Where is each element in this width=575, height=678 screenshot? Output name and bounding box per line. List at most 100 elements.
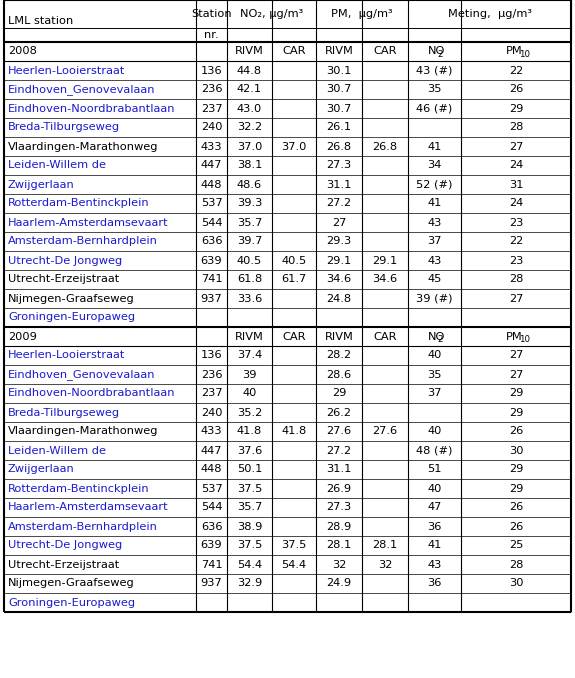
Text: 22: 22 xyxy=(509,237,523,247)
Text: 41: 41 xyxy=(427,199,442,209)
Text: 136: 136 xyxy=(201,66,223,75)
Text: Vlaardingen-Marathonweg: Vlaardingen-Marathonweg xyxy=(8,426,159,437)
Text: 26.8: 26.8 xyxy=(373,142,397,151)
Text: 30: 30 xyxy=(509,445,523,456)
Text: CAR: CAR xyxy=(282,332,306,342)
Text: RIVM: RIVM xyxy=(324,47,354,56)
Text: 37.4: 37.4 xyxy=(237,351,262,361)
Text: 39: 39 xyxy=(242,370,257,380)
Text: 37.6: 37.6 xyxy=(237,445,262,456)
Text: 27.3: 27.3 xyxy=(327,161,352,170)
Text: 35.2: 35.2 xyxy=(237,407,262,418)
Text: 43: 43 xyxy=(427,256,442,266)
Text: 448: 448 xyxy=(201,180,223,189)
Text: PM,  μg/m³: PM, μg/m³ xyxy=(331,9,393,19)
Text: 28: 28 xyxy=(509,559,523,570)
Text: 448: 448 xyxy=(201,464,223,475)
Text: Nijmegen-Graafseweg: Nijmegen-Graafseweg xyxy=(8,578,135,589)
Text: RIVM: RIVM xyxy=(324,332,354,342)
Text: 30.7: 30.7 xyxy=(327,104,352,113)
Text: 32: 32 xyxy=(378,559,392,570)
Text: 636: 636 xyxy=(201,237,223,247)
Text: 22: 22 xyxy=(509,66,523,75)
Text: 37.5: 37.5 xyxy=(281,540,306,551)
Text: Heerlen-Looierstraat: Heerlen-Looierstraat xyxy=(8,66,125,75)
Text: 33.6: 33.6 xyxy=(237,294,262,304)
Text: 537: 537 xyxy=(201,199,223,209)
Text: 30.1: 30.1 xyxy=(327,66,352,75)
Text: 50.1: 50.1 xyxy=(237,464,262,475)
Text: 28.9: 28.9 xyxy=(327,521,352,532)
Text: 42.1: 42.1 xyxy=(237,85,262,94)
Text: 34: 34 xyxy=(427,161,442,170)
Text: 639: 639 xyxy=(201,256,223,266)
Text: Zwijgerlaan: Zwijgerlaan xyxy=(8,464,75,475)
Text: 27.2: 27.2 xyxy=(327,445,351,456)
Text: 237: 237 xyxy=(201,104,223,113)
Text: 41: 41 xyxy=(427,142,442,151)
Text: 37.5: 37.5 xyxy=(237,540,262,551)
Text: 28.2: 28.2 xyxy=(327,351,351,361)
Text: 741: 741 xyxy=(201,559,223,570)
Text: 28.6: 28.6 xyxy=(327,370,351,380)
Text: 34.6: 34.6 xyxy=(373,275,397,285)
Text: 27.6: 27.6 xyxy=(373,426,397,437)
Text: 26.1: 26.1 xyxy=(327,123,351,132)
Text: 2: 2 xyxy=(438,50,443,59)
Text: 41: 41 xyxy=(427,540,442,551)
Text: Vlaardingen-Marathonweg: Vlaardingen-Marathonweg xyxy=(8,142,159,151)
Text: 29: 29 xyxy=(509,464,523,475)
Text: 46 (#): 46 (#) xyxy=(416,104,453,113)
Text: 54.4: 54.4 xyxy=(237,559,262,570)
Text: 48 (#): 48 (#) xyxy=(416,445,453,456)
Text: 36: 36 xyxy=(427,578,442,589)
Text: CAR: CAR xyxy=(373,332,397,342)
Text: 28.1: 28.1 xyxy=(327,540,352,551)
Text: 23: 23 xyxy=(509,218,523,228)
Text: 38.1: 38.1 xyxy=(237,161,262,170)
Text: 35: 35 xyxy=(427,370,442,380)
Text: 34.6: 34.6 xyxy=(327,275,351,285)
Text: 51: 51 xyxy=(427,464,442,475)
Text: Leiden-Willem de: Leiden-Willem de xyxy=(8,161,106,170)
Text: 27.6: 27.6 xyxy=(327,426,351,437)
Text: Rotterdam-Bentinckplein: Rotterdam-Bentinckplein xyxy=(8,483,150,494)
Text: 40: 40 xyxy=(427,483,442,494)
Text: 26: 26 xyxy=(509,502,523,513)
Text: 29: 29 xyxy=(509,388,523,399)
Text: Utrecht-Erzeijstraat: Utrecht-Erzeijstraat xyxy=(8,275,119,285)
Text: 237: 237 xyxy=(201,388,223,399)
Text: 240: 240 xyxy=(201,123,223,132)
Text: 236: 236 xyxy=(201,370,223,380)
Text: Breda-Tilburgseweg: Breda-Tilburgseweg xyxy=(8,123,120,132)
Text: 37: 37 xyxy=(427,388,442,399)
Text: 240: 240 xyxy=(201,407,223,418)
Text: Rotterdam-Bentinckplein: Rotterdam-Bentinckplein xyxy=(8,199,150,209)
Text: 35: 35 xyxy=(427,85,442,94)
Text: 35.7: 35.7 xyxy=(237,218,262,228)
Text: Leiden-Willem de: Leiden-Willem de xyxy=(8,445,106,456)
Text: 24: 24 xyxy=(509,199,523,209)
Text: 29.3: 29.3 xyxy=(327,237,352,247)
Text: 26: 26 xyxy=(509,521,523,532)
Text: 27: 27 xyxy=(509,294,523,304)
Text: Utrecht-Erzeijstraat: Utrecht-Erzeijstraat xyxy=(8,559,119,570)
Text: 43: 43 xyxy=(427,218,442,228)
Text: 937: 937 xyxy=(201,294,223,304)
Text: 41.8: 41.8 xyxy=(237,426,262,437)
Text: 236: 236 xyxy=(201,85,223,94)
Text: CAR: CAR xyxy=(282,47,306,56)
Text: 24.8: 24.8 xyxy=(327,294,351,304)
Text: PM: PM xyxy=(506,47,523,56)
Text: 28: 28 xyxy=(509,123,523,132)
Text: NO: NO xyxy=(427,332,445,342)
Text: 544: 544 xyxy=(201,502,223,513)
Text: 636: 636 xyxy=(201,521,223,532)
Text: 25: 25 xyxy=(509,540,523,551)
Text: Haarlem-Amsterdamsevaart: Haarlem-Amsterdamsevaart xyxy=(8,218,168,228)
Text: 41.8: 41.8 xyxy=(281,426,306,437)
Text: 43.0: 43.0 xyxy=(237,104,262,113)
Text: 47: 47 xyxy=(427,502,442,513)
Text: 447: 447 xyxy=(201,161,223,170)
Text: 27: 27 xyxy=(509,142,523,151)
